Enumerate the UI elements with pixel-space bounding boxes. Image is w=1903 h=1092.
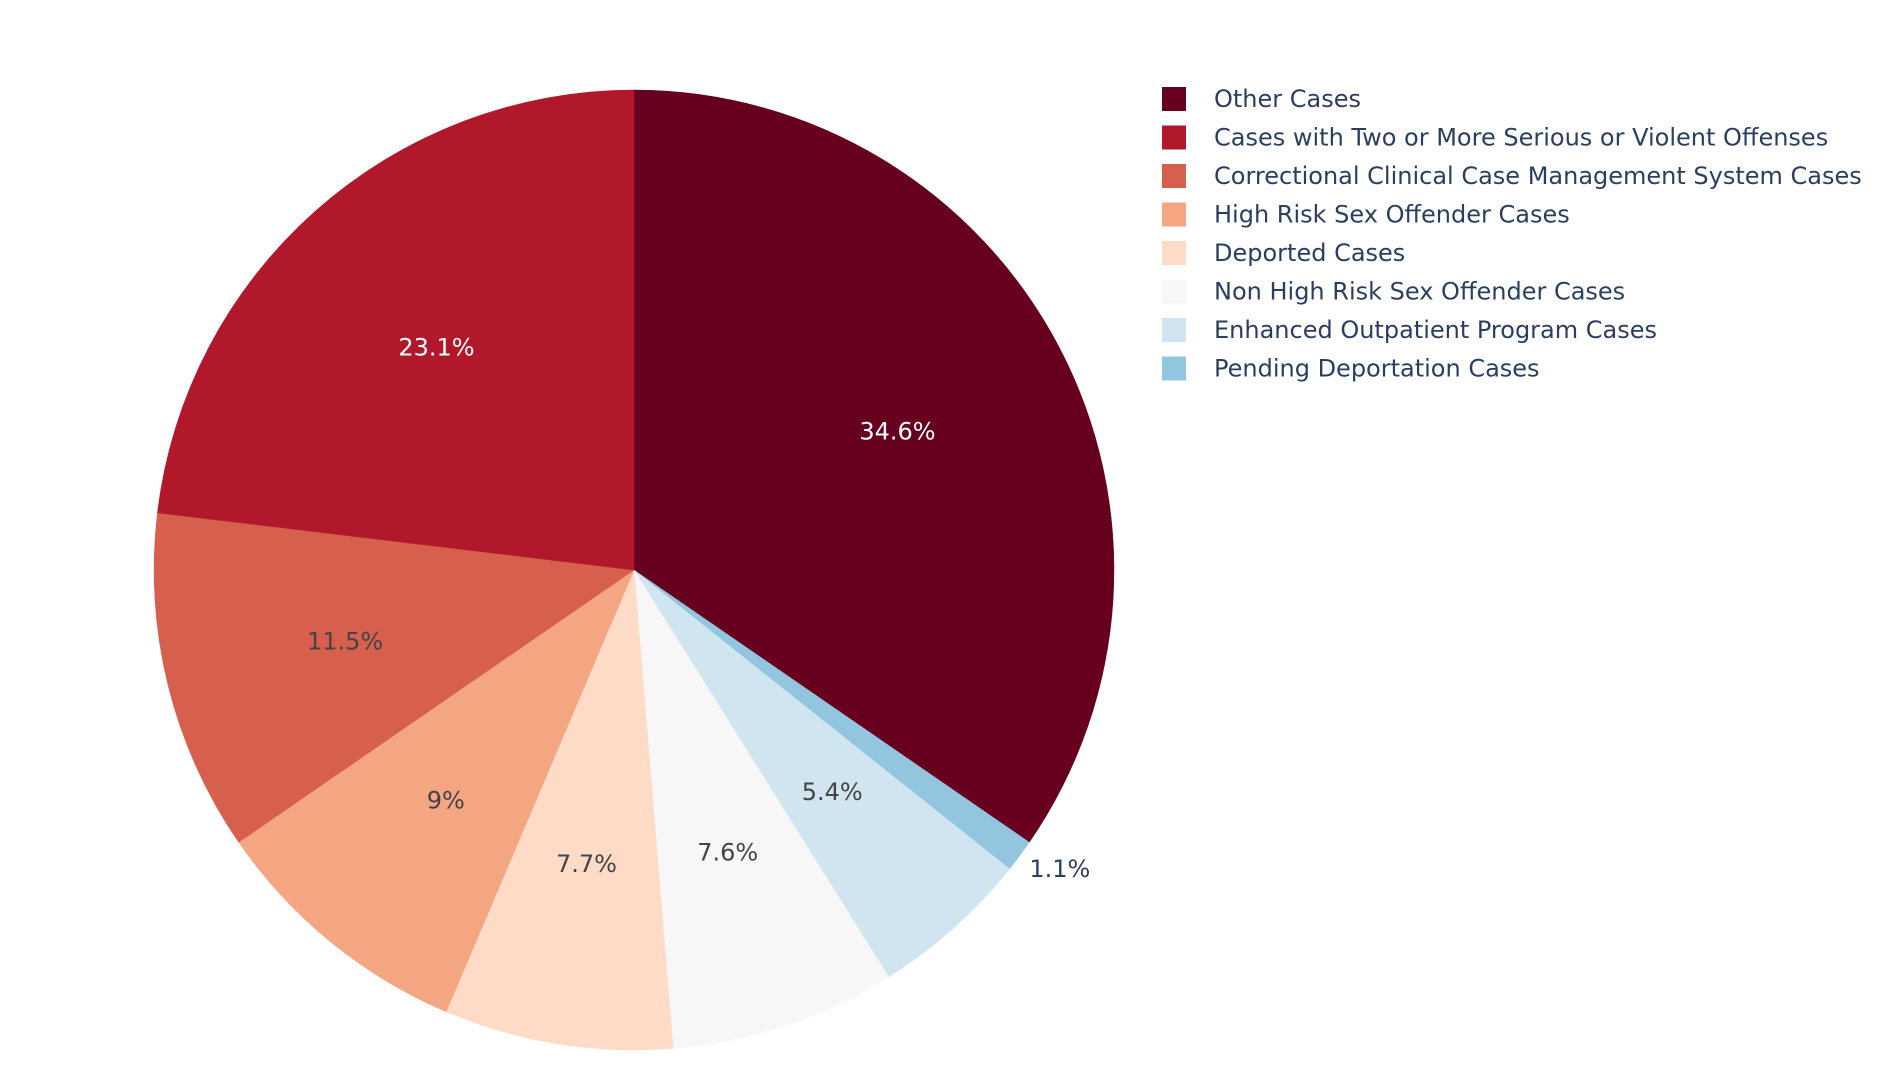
pie-labels: 34.6% 1.1% 5.4% 7.6% 7.7% 9% 11.5% 23.1% [307,333,1090,882]
legend-label[interactable]: Deported Cases [1214,239,1405,267]
pie-slice-other-cases[interactable] [633,89,1115,843]
legend-swatch[interactable] [1162,279,1186,304]
legend-item-deported-cases[interactable]: Deported Cases [1162,239,1405,267]
legend-item-pending-deportation-cases[interactable]: Pending Deportation Cases [1162,355,1540,383]
legend-swatch[interactable] [1162,125,1186,150]
legend[interactable]: Other Cases Cases with Two or More Seriou… [1162,85,1862,383]
legend-swatch[interactable] [1162,87,1186,111]
pie-slices [153,89,1115,1051]
legend-item-other-cases[interactable]: Other Cases [1162,85,1361,113]
slice-percent-label: 7.6% [697,838,758,866]
legend-swatch[interactable] [1162,164,1186,188]
pie-slice-enhanced-outpatient-program-cases[interactable] [633,569,1010,978]
legend-item-enhanced-outpatient-program-cases[interactable]: Enhanced Outpatient Program Cases [1162,316,1657,344]
legend-label[interactable]: Pending Deportation Cases [1214,355,1540,383]
legend-label[interactable]: High Risk Sex Offender Cases [1214,201,1570,229]
pie-slice-non-high-risk-sex-offender-cases[interactable] [633,569,889,1049]
pie-slice-high-risk-sex-offender-cases[interactable] [238,569,635,1013]
slice-percent-label: 11.5% [307,627,383,655]
slice-percent-label: 9% [427,786,465,814]
legend-item-cases-with-two-or-more-serious-or-violent-offenses[interactable]: Cases with Two or More Serious or Violen… [1162,124,1828,152]
legend-item-non-high-risk-sex-offender-cases[interactable]: Non High Risk Sex Offender Cases [1162,278,1625,306]
slice-percent-label: 34.6% [859,418,935,446]
legend-swatch[interactable] [1162,356,1186,381]
legend-item-high-risk-sex-offender-cases[interactable]: High Risk Sex Offender Cases [1162,201,1570,229]
slice-percent-label: 7.7% [556,850,617,878]
legend-label[interactable]: Non High Risk Sex Offender Cases [1214,278,1625,306]
legend-label[interactable]: Other Cases [1214,85,1361,113]
slice-percent-label: 23.1% [398,333,474,361]
legend-swatch[interactable] [1162,241,1186,265]
slice-percent-label: 5.4% [802,778,863,806]
legend-swatch[interactable] [1162,318,1186,342]
pie-slice-deported-cases[interactable] [445,569,674,1051]
legend-label[interactable]: Enhanced Outpatient Program Cases [1214,316,1657,344]
legend-swatch[interactable] [1162,202,1186,227]
pie-slice-correctional-clinical-case-management-system-cases[interactable] [153,512,635,843]
legend-item-correctional-clinical-case-management-system-cases[interactable]: Correctional Clinical Case Management Sy… [1162,162,1862,190]
legend-label[interactable]: Cases with Two or More Serious or Violen… [1214,124,1828,152]
slice-percent-label: 1.1% [1029,855,1090,883]
pie-slice-cases-with-two-or-more-serious-or-violent-offenses[interactable] [157,89,635,571]
legend-label[interactable]: Correctional Clinical Case Management Sy… [1214,162,1862,190]
